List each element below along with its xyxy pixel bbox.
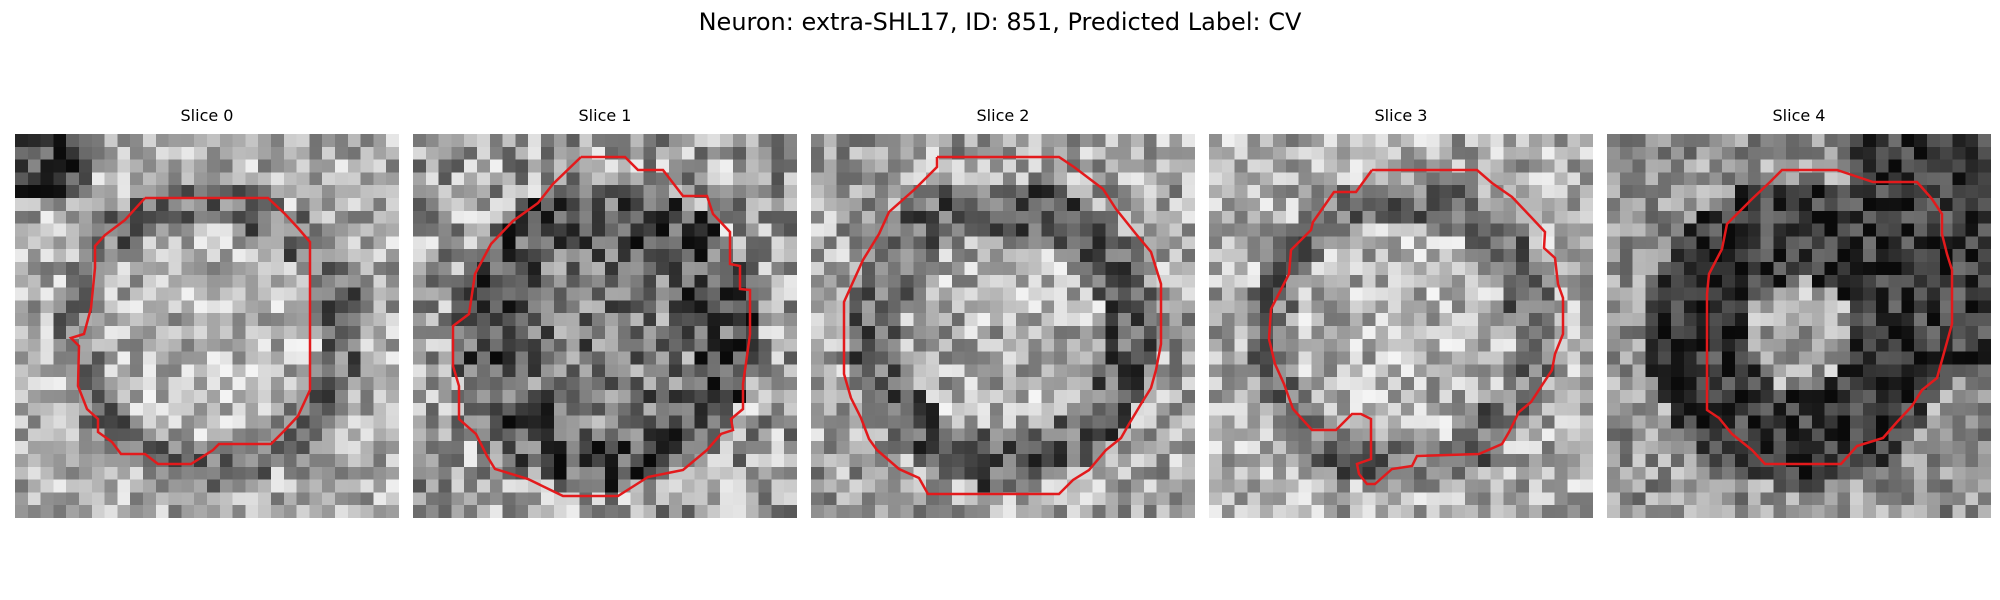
slice-image bbox=[811, 134, 1195, 518]
neuron-contour bbox=[1705, 168, 1954, 466]
neuron-contour bbox=[842, 155, 1163, 496]
slice-pixels bbox=[811, 134, 1195, 518]
slice-image bbox=[1209, 134, 1593, 518]
contour-overlay bbox=[68, 196, 312, 466]
contour-overlay bbox=[1705, 168, 1954, 466]
slice-title: Slice 1 bbox=[578, 106, 632, 125]
slice-pixels bbox=[1607, 134, 1991, 518]
contour-overlay bbox=[842, 155, 1163, 496]
figure-title: Neuron: extra-SHL17, ID: 851, Predicted … bbox=[698, 8, 1302, 36]
contour-overlay bbox=[451, 155, 752, 498]
slice-title: Slice 4 bbox=[1772, 106, 1826, 125]
neuron-contour bbox=[451, 155, 752, 498]
slice-image bbox=[413, 134, 797, 518]
slice-pixels bbox=[413, 134, 797, 518]
slice-image bbox=[1607, 134, 1991, 518]
slice-title: Slice 2 bbox=[976, 106, 1030, 125]
slice-pixels bbox=[1209, 134, 1593, 518]
slice-title: Slice 3 bbox=[1374, 106, 1428, 125]
contour-overlay bbox=[1267, 168, 1565, 486]
neuron-contour bbox=[1267, 168, 1565, 486]
slice-image bbox=[15, 134, 399, 518]
slice-title: Slice 0 bbox=[180, 106, 234, 125]
neuron-contour bbox=[68, 196, 312, 466]
